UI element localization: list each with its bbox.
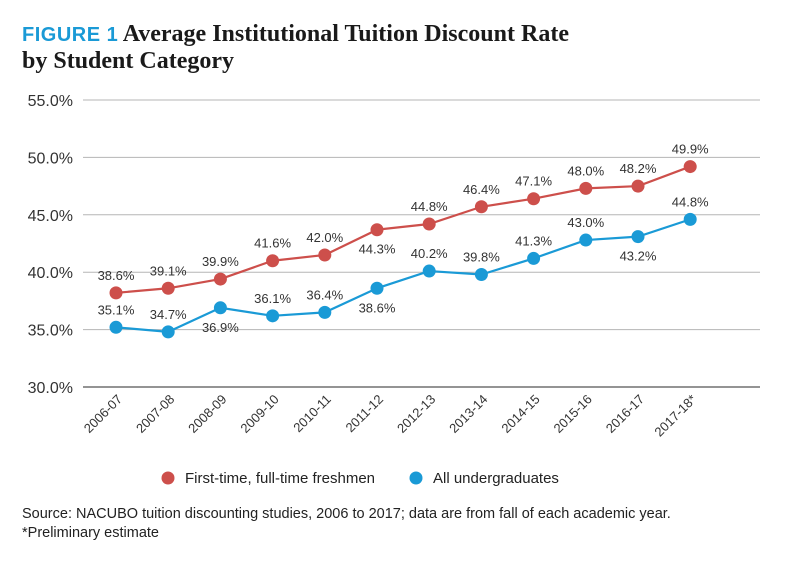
data-label: 39.8% — [463, 249, 500, 264]
data-label: 40.2% — [411, 246, 448, 261]
data-point — [422, 264, 436, 278]
data-point — [370, 281, 384, 295]
source-note: Source: NACUBO tuition discounting studi… — [22, 505, 671, 543]
data-label: 36.4% — [306, 287, 343, 302]
y-tick-label: 50.0% — [28, 150, 73, 167]
title-line-2: by Student Category — [22, 48, 235, 74]
data-point — [161, 281, 175, 295]
data-point — [683, 160, 697, 174]
figure-label: FIGURE 1 — [22, 24, 119, 46]
title-line-1: Average Institutional Tuition Discount R… — [122, 21, 569, 47]
data-label: 38.6% — [359, 300, 396, 315]
legend-label: All undergraduates — [433, 470, 559, 487]
data-point — [422, 217, 436, 231]
data-point — [266, 309, 280, 323]
x-tick-label: 2017-18* — [651, 392, 699, 440]
data-label: 44.8% — [411, 199, 448, 214]
data-label: 39.9% — [202, 254, 239, 269]
x-tick-label: 2008-09 — [185, 392, 229, 436]
series-line — [115, 218, 691, 334]
data-point — [579, 233, 593, 247]
x-tick-label: 2013-14 — [446, 392, 490, 436]
x-tick-label: 2012-13 — [394, 392, 438, 436]
x-tick-label: 2011-12 — [342, 392, 386, 436]
data-label: 36.1% — [254, 291, 291, 306]
y-tick-label: 35.0% — [28, 323, 73, 340]
data-label: 47.1% — [515, 174, 552, 189]
data-point — [527, 192, 541, 206]
source-text: Source: NACUBO tuition discounting studi… — [22, 506, 671, 522]
data-label: 43.0% — [567, 215, 604, 230]
data-label: 42.0% — [306, 230, 343, 245]
x-tick-label: 2016-17 — [603, 392, 647, 436]
data-label: 44.8% — [672, 194, 709, 209]
legend-marker — [161, 471, 175, 485]
data-point — [266, 254, 280, 268]
data-label: 36.9% — [202, 320, 239, 335]
preliminary-note: *Preliminary estimate — [22, 525, 159, 541]
x-tick-label: 2009-10 — [237, 392, 281, 436]
figure-title: FIGURE 1 Average Institutional Tuition D… — [22, 22, 569, 74]
data-label: 43.2% — [620, 249, 657, 264]
y-tick-label: 55.0% — [28, 93, 73, 110]
data-label: 34.7% — [150, 307, 187, 322]
data-point — [213, 272, 227, 286]
data-label: 35.1% — [98, 302, 135, 317]
series-line — [115, 165, 691, 294]
data-point — [109, 286, 123, 300]
data-label: 46.4% — [463, 182, 500, 197]
data-point — [370, 223, 384, 237]
data-point — [631, 230, 645, 244]
data-label: 49.9% — [672, 142, 709, 157]
data-point — [527, 251, 541, 265]
data-point — [579, 181, 593, 195]
data-point — [213, 301, 227, 315]
legend-label: First-time, full-time freshmen — [185, 470, 375, 487]
data-point — [631, 179, 645, 193]
x-tick-label: 2014-15 — [498, 392, 542, 436]
data-label: 39.1% — [150, 263, 187, 278]
y-tick-label: 40.0% — [28, 265, 73, 282]
data-point — [109, 320, 123, 334]
data-point — [161, 325, 175, 339]
x-tick-label: 2015-16 — [551, 392, 595, 436]
data-point — [318, 248, 332, 262]
legend-marker — [409, 471, 423, 485]
data-point — [318, 305, 332, 319]
data-point — [683, 212, 697, 226]
data-label: 44.3% — [359, 242, 396, 257]
data-label: 48.0% — [567, 163, 604, 178]
data-label: 38.6% — [98, 268, 135, 283]
data-point — [474, 200, 488, 214]
line-chart: 30.0%35.0%40.0%45.0%50.0%55.0%2006-07 200… — [28, 93, 760, 487]
data-point — [474, 267, 488, 281]
data-label: 41.3% — [515, 233, 552, 248]
data-label: 48.2% — [620, 161, 657, 176]
x-tick-label: 2007-08 — [133, 392, 177, 436]
y-tick-label: 45.0% — [28, 208, 73, 225]
data-label: 41.6% — [254, 236, 291, 251]
x-tick-label: 2010-11 — [290, 392, 334, 436]
y-tick-label: 30.0% — [28, 380, 73, 397]
x-tick-label: 2006-07 — [81, 392, 125, 436]
